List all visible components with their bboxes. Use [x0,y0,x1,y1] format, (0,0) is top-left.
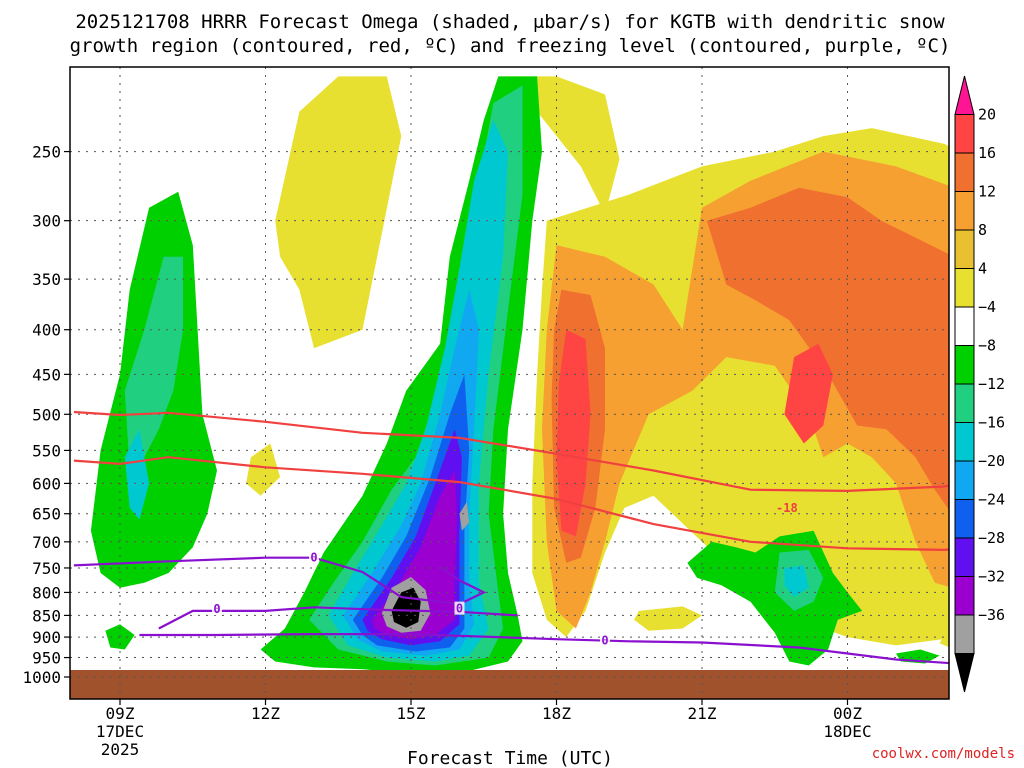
x-tick-label: 18Z [542,704,571,723]
colorbar-label: 16 [978,144,996,162]
colorbar-swatch [954,75,975,115]
y-tick-label: 950 [32,649,61,668]
y-tick-label: 850 [32,606,61,625]
y-tick-label: 750 [32,559,61,578]
omega-region-upper-yellow-mid [503,76,620,215]
freezing-label-bg [212,602,222,616]
dendritic-contour-label: -18 [776,501,798,515]
x-axis-title: Forecast Time (UTC) [407,748,613,768]
omega-region-cyan-09z [124,429,150,520]
colorbar-swatch [954,422,975,462]
colorbar-swatch [954,152,975,192]
colorbar-label: −20 [978,452,1005,470]
x-tick-year: 2025 [101,740,140,759]
colorbar-swatch [954,229,975,269]
colorbar-label: −12 [978,375,1005,393]
freezing-contour-label: 0 [456,602,463,616]
dendritic-growth-contours: -18 [73,410,949,552]
y-tick-label: 1000 [22,668,61,687]
dendritic-contour-line [73,456,949,552]
y-tick-label: 250 [32,143,61,162]
y-axis: 250 300 350 400 450 500 550 600 650 700 750 800 850 9… [22,143,70,687]
colorbar-swatch [954,114,975,154]
colorbar-label: −24 [978,491,1005,509]
omega-region-cyan-22z [784,565,809,598]
colorbar-swatch [954,614,975,654]
omega-region-red-18z [556,329,591,537]
x-tick-date: 18DEC [823,722,871,741]
colorbar-swatch [954,383,975,423]
omega-region-red-23z [784,343,833,444]
y-tick-label: 650 [32,505,61,524]
omega-region-teal-09z [124,256,184,471]
colorbar-label: 12 [978,183,996,201]
colorbar-swatch [954,268,975,308]
plot-area: -18 0 0 0 0 [70,67,949,699]
colorbar-label: −8 [978,337,996,355]
plot-frame [69,66,950,700]
omega-region-upper-yellow-left [275,76,402,349]
colorbar-label: 20 [978,106,996,124]
y-tick-label: 600 [32,474,61,493]
y-tick-label: 800 [32,583,61,602]
omega-shading [90,76,949,674]
x-tick-label: 00Z [833,704,862,723]
credit-link[interactable]: coolwx.com/models [872,746,1015,762]
freezing-contour-line [139,633,949,665]
y-tick-label: 500 [32,405,61,424]
dendritic-contour-line [73,410,949,493]
y-tick-label: 400 [32,321,61,340]
ground-surface [70,670,949,699]
freezing-label-bg [309,550,319,564]
y-tick-label: 550 [32,441,61,460]
x-tick-date: 17DEC [96,722,144,741]
omega-region-orange-right [706,187,949,510]
colorbar-swatch [954,191,975,231]
omega-region-yellow-small-2030 [634,606,702,631]
y-tick-label: 350 [32,270,61,289]
colorbar-label: −32 [978,568,1005,586]
grid-lines [70,67,949,699]
colorbar-swatch [954,576,975,616]
freezing-label-bg [454,601,465,615]
x-tick-label: 15Z [397,704,426,723]
y-tick-label: 700 [32,533,61,552]
freezing-contour-label: 0 [310,551,317,565]
colorbar-label: −4 [978,298,996,316]
colorbar: 20 16 12 8 4 −4 −8 −12 −16 −20 −24 −28 −32 −36 [954,75,1005,693]
colorbar-label: −16 [978,414,1005,432]
x-tick-label: 21Z [688,704,717,723]
freezing-label-bg [600,633,610,647]
y-tick-label: 450 [32,365,61,384]
colorbar-label: 4 [978,260,987,278]
x-tick-label: 09Z [106,704,135,723]
y-tick-label: 900 [32,628,61,647]
chart-title-line1: 2025121708 HRRR Forecast Omega (shaded, … [75,11,945,33]
colorbar-swatch [954,653,975,693]
omega-region-green-22z [687,530,863,666]
freezing-contour-label: 0 [601,633,608,647]
freezing-contour-label: 0 [213,602,220,616]
freezing-level-contours: 0 0 0 0 [73,550,949,665]
colorbar-label: −28 [978,529,1005,547]
colorbar-swatch [954,306,975,346]
omega-region-yellow-small-right [939,633,949,648]
omega-region-yellow-small-12z [246,443,281,496]
colorbar-swatch [954,345,975,385]
colorbar-label: −36 [978,606,1005,624]
y-tick-label: 300 [32,212,61,231]
chart-title-line2: growth region (contoured, red, ºC) and f… [70,35,951,57]
freezing-contour-line [73,556,487,606]
omega-region-gray-small [459,501,470,531]
colorbar-swatch [954,460,975,500]
x-tick-label: 12Z [251,704,280,723]
colorbar-swatch [954,499,975,539]
colorbar-swatch [954,537,975,577]
colorbar-label: 8 [978,221,987,239]
